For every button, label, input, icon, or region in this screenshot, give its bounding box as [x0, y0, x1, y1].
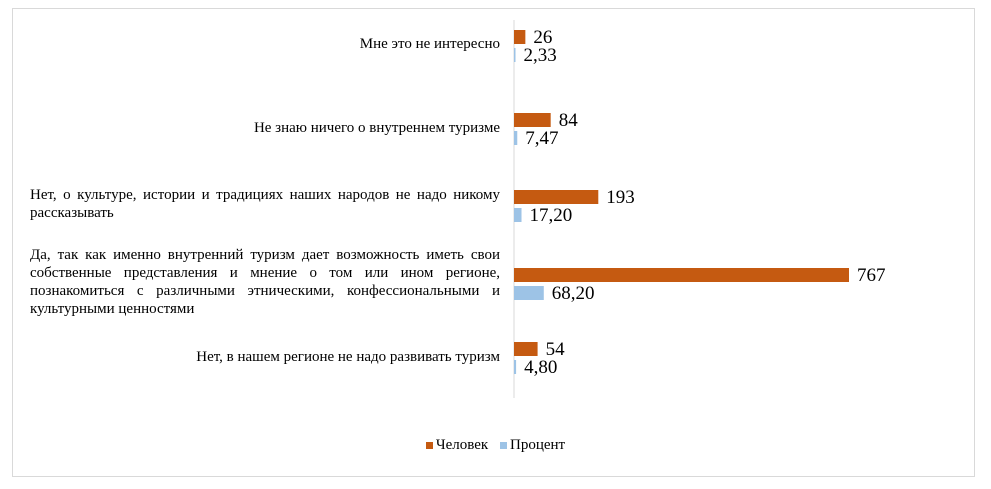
legend-item-procent: Процент [499, 437, 566, 454]
data-label: 26 [533, 27, 552, 48]
legend-swatch-chelovek [425, 442, 433, 449]
category-label: Нет, о культуре, истории и традициях наш… [30, 187, 500, 221]
data-label: 68,20 [552, 283, 595, 304]
bar-chelovek [514, 113, 551, 127]
data-label: 54 [546, 339, 566, 360]
bar-chelovek [514, 342, 538, 356]
category-label: Нет, в нашем регионе не надо развивать т… [196, 349, 500, 365]
bar-procent [514, 286, 544, 300]
data-label: 7,47 [525, 128, 558, 149]
legend-label-procent: Процент [509, 437, 566, 453]
bar-chelovek [514, 190, 599, 204]
category-label: Да, так как именно внутренний туризм дае… [30, 247, 500, 317]
data-label: 17,20 [530, 205, 573, 226]
chart-frame [12, 8, 975, 477]
legend-label-chelovek: Человек [435, 437, 489, 453]
bar-chelovek [514, 30, 526, 44]
data-label: 193 [606, 187, 635, 208]
data-label: 2,33 [524, 45, 557, 66]
bar-procent [514, 360, 517, 374]
data-label: 4,80 [524, 357, 557, 378]
data-label: 84 [559, 110, 579, 131]
legend: Человек Процент [0, 437, 991, 454]
bar-procent [514, 131, 518, 145]
bar-procent [514, 48, 516, 62]
bar-chelovek [514, 268, 849, 282]
category-label: Мне это не интересно [359, 36, 500, 52]
bar-procent [514, 208, 522, 222]
data-label: 767 [857, 265, 886, 286]
category-label: Не знаю ничего о внутреннем туризме [253, 120, 500, 136]
legend-swatch-procent [499, 442, 507, 449]
legend-item-chelovek: Человек [425, 437, 489, 454]
